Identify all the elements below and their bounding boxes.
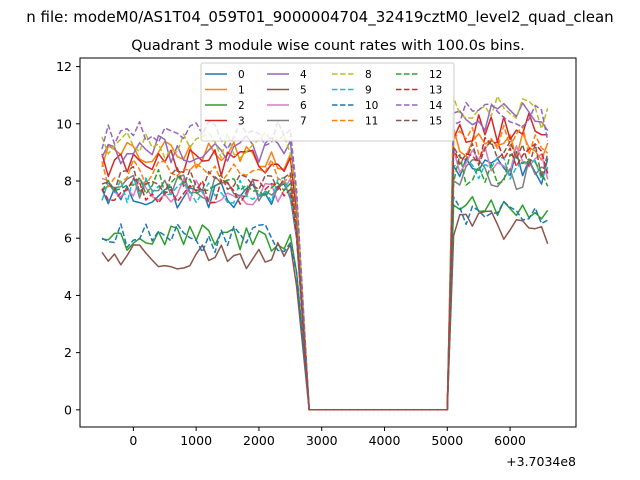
series-line-14	[101, 101, 549, 411]
y-tick-label: 8	[64, 174, 72, 189]
series-line-13	[101, 136, 549, 411]
series-line-5	[101, 210, 549, 411]
series-line-9	[101, 156, 549, 411]
legend-label-4: 4	[300, 69, 307, 81]
x-offset-label: +3.7034e8	[506, 454, 576, 469]
y-axis: 0 2 4 6 8 10 12	[56, 59, 80, 417]
y-tick-label: 6	[64, 231, 72, 246]
series-line-4	[101, 102, 549, 411]
legend-label-0: 0	[238, 69, 245, 81]
y-tick-label: 12	[56, 59, 72, 74]
series-line-12	[101, 153, 549, 411]
legend-label-10: 10	[365, 100, 378, 112]
legend-label-11: 11	[365, 116, 378, 128]
x-tick-label: 3000	[306, 433, 338, 448]
x-tick-label: 5000	[431, 433, 463, 448]
legend-box	[200, 62, 455, 142]
y-tick-label: 4	[64, 288, 72, 303]
series-line-15	[101, 140, 549, 411]
y-tick-label: 2	[64, 345, 72, 360]
y-tick-label: 10	[56, 116, 72, 131]
axes-frame	[79, 57, 577, 428]
legend-label-3: 3	[238, 116, 245, 128]
legend-label-1: 1	[238, 85, 245, 97]
x-axis: 0 1000 2000 3000 4000 5000 6000	[129, 427, 526, 448]
legend-label-6: 6	[300, 100, 307, 112]
series-line-10	[101, 196, 549, 411]
x-tick-label: 4000	[369, 433, 401, 448]
legend-label-2: 2	[238, 100, 245, 112]
chart-title: Quadrant 3 module wise count rates with …	[131, 38, 525, 54]
x-tick-label: 2000	[243, 433, 275, 448]
series-layer	[101, 95, 549, 411]
y-tick-label: 0	[64, 402, 72, 417]
legend-label-8: 8	[365, 69, 372, 81]
x-tick-label: 0	[129, 433, 137, 448]
x-tick-label: 1000	[180, 433, 212, 448]
legend-label-5: 5	[300, 85, 307, 97]
legend-label-9: 9	[365, 85, 372, 97]
x-tick-label: 6000	[494, 433, 526, 448]
series-line-11	[101, 124, 549, 411]
figure-suptitle: n file: modeM0/AS1T04_059T01_9000004704_…	[26, 8, 613, 27]
legend-label-7: 7	[300, 116, 307, 128]
legend-label-15: 15	[429, 116, 442, 128]
series-line-2	[101, 195, 549, 411]
series-line-7	[101, 158, 548, 411]
legend-label-14: 14	[429, 100, 443, 112]
legend-label-12: 12	[429, 69, 442, 81]
legend-label-13: 13	[429, 85, 442, 97]
